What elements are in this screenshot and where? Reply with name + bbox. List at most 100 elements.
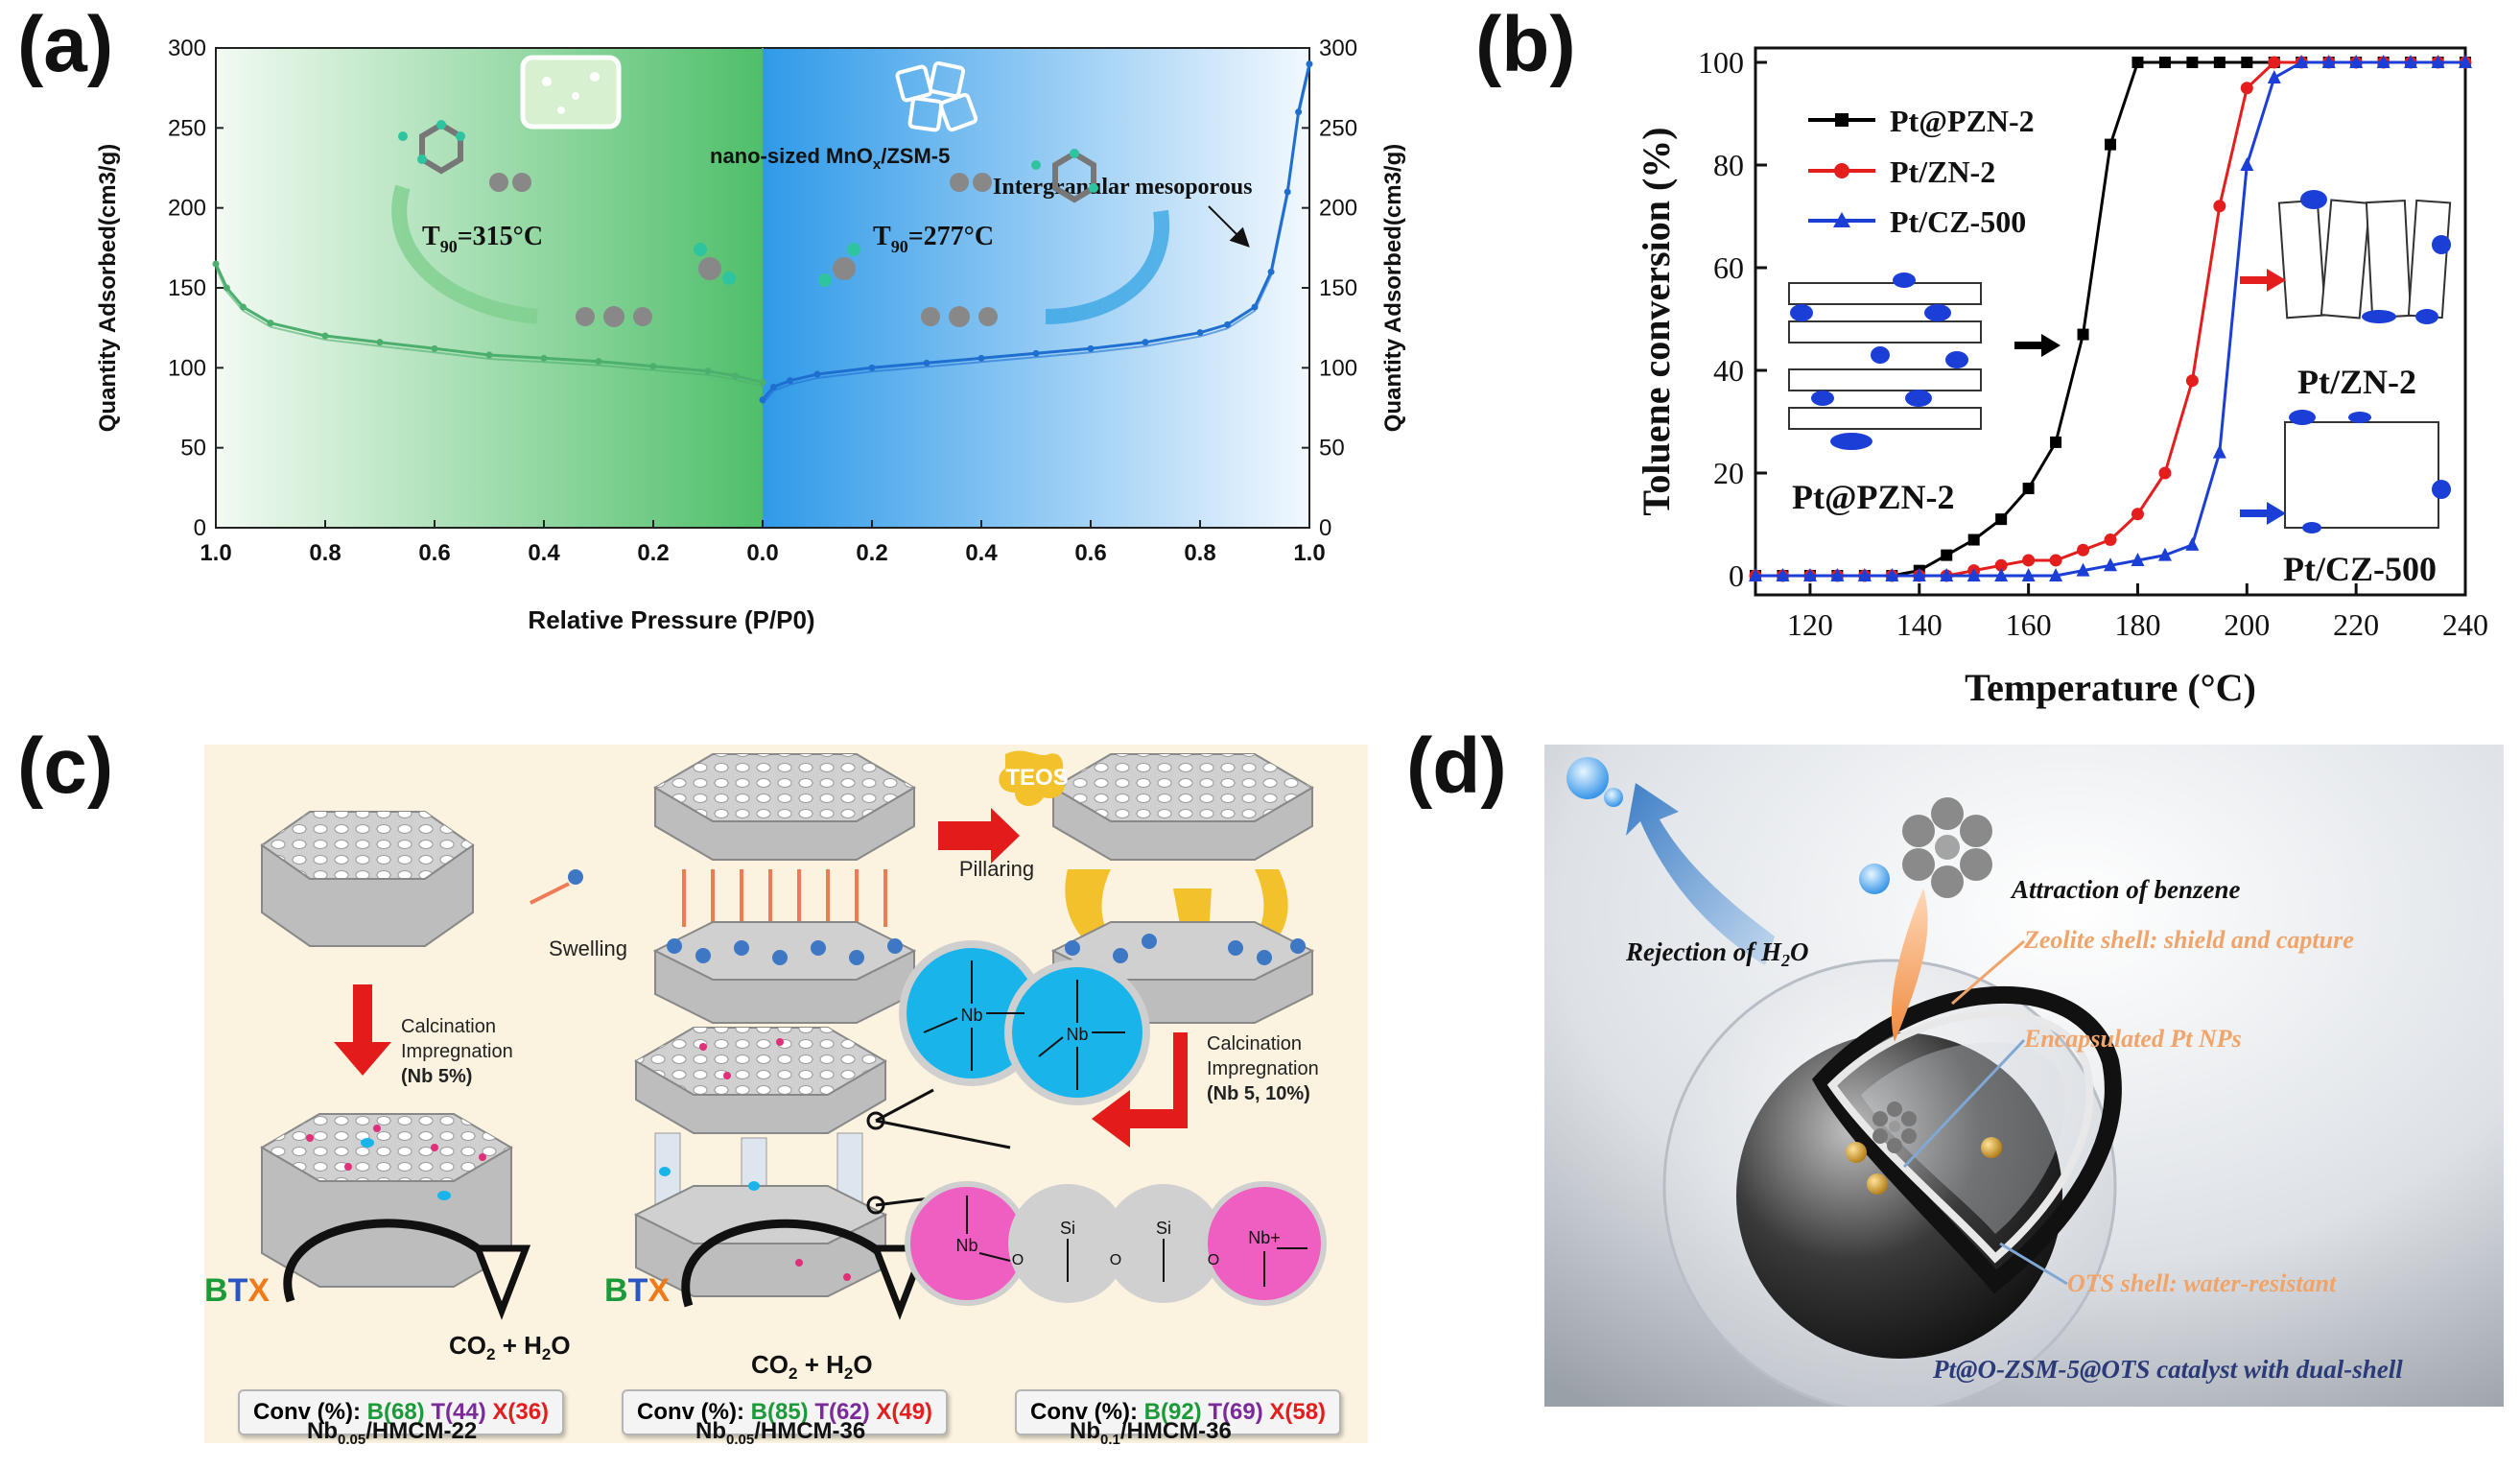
conv-box-2: Conv (%): B(85) T(62) X(49) (622, 1389, 949, 1435)
panel-b-chart: 120 140 160 180 200 220 240 0 20 40 60 80 100 Temper… (1635, 45, 2488, 709)
y-tick-left: 250 (168, 115, 206, 141)
isotherm-point (431, 344, 438, 352)
t90-right-label: T90=277°C (873, 222, 994, 256)
co2-h2o-middle: CO2 + H2O (751, 1350, 873, 1383)
isotherm-point (1306, 60, 1313, 68)
isotherm-point (212, 260, 220, 268)
legend-pt-pzn: Pt@PZN-2 (1890, 104, 2035, 138)
encapsulated-label: Encapsulated Pt NPs (2023, 1025, 2242, 1053)
data-point-circle (2185, 374, 2199, 388)
calc-left-line2: Impregnation (401, 1041, 513, 1062)
x-tick-left: 0.8 (309, 540, 341, 566)
t90-left-label: T90=315°C (422, 222, 543, 256)
zeolite-shell-label: Zeolite shell: shield and capture (2023, 926, 2354, 954)
co2-molecule-icon-right (921, 306, 998, 327)
benzene-inside-icon (1872, 1102, 1917, 1153)
y-tick-left: 0 (194, 515, 206, 541)
nb-si-chain-detail: Nb Si Si Nb+ O O O (905, 1181, 1327, 1306)
y-tick: 0 (1729, 558, 1744, 593)
inset-label-cz: Pt/CZ-500 (2283, 550, 2437, 588)
isotherm-point (759, 396, 766, 404)
rejection-label: Rejection of H2O (1625, 937, 1808, 970)
x-tick-left: 0.0 (746, 540, 778, 566)
isotherm-point (267, 320, 274, 327)
data-point-square (2241, 57, 2253, 68)
isotherm-point (1251, 303, 1259, 311)
water-droplet-mid-icon (1859, 864, 1890, 894)
zoom-marker-bottom (866, 1196, 885, 1215)
data-point-square (2022, 483, 2035, 495)
data-point-triangle (2131, 552, 2145, 566)
data-point-triangle (2021, 568, 2036, 581)
isotherm-point (1284, 188, 1291, 196)
isotherm-point (704, 367, 712, 375)
nb-plus-atom: Nb+ (1248, 1228, 1281, 1247)
panel-label-d: (d) (1406, 723, 1507, 810)
left-calcination-arrow (334, 984, 391, 1076)
isotherm-point (223, 284, 230, 292)
data-point-triangle (2267, 70, 2281, 84)
btx-middle: BTX (604, 1272, 670, 1309)
swelling-label: Swelling (549, 936, 627, 960)
data-point-square (2131, 57, 2144, 68)
calc-left-line1: Calcination (401, 1016, 496, 1037)
data-point-square (1967, 533, 1980, 546)
data-point-triangle (1912, 568, 1926, 581)
x-tick: 140 (1896, 607, 1943, 642)
panel-c-diagram: TEOS Pillaring Swelling Calcination Impr… (204, 745, 1368, 1443)
data-point-triangle (1967, 568, 1981, 581)
y-axis-label-left: Quantity Adsorbed(cm3/g) (96, 144, 121, 432)
isotherm-point (321, 332, 329, 340)
data-point-circle (2158, 466, 2172, 480)
data-point-triangle (1830, 568, 1845, 581)
desorption-line-1 (762, 67, 1310, 405)
data-point-square (2077, 328, 2089, 341)
x-tick-left: 0.6 (418, 540, 450, 566)
si-atom-1: Si (1060, 1219, 1075, 1238)
data-point-circle (2268, 56, 2281, 69)
isotherm-line-0 (214, 263, 764, 384)
pzn-inset-schematic (1788, 272, 1982, 450)
pillaring-label: Pillaring (959, 857, 1034, 881)
si-atom-2: Si (1156, 1219, 1171, 1238)
panel-label-a: (a) (17, 1, 114, 88)
data-point-triangle (1802, 568, 1817, 581)
water-droplet-small-icon (1604, 788, 1623, 807)
o-atom-2: O (1110, 1252, 1121, 1268)
x-tick: 240 (2442, 607, 2488, 642)
conv-box-1: Conv (%): B(68) T(44) X(36) (238, 1389, 565, 1435)
x-tick-right: 1.0 (1293, 540, 1325, 566)
legend-pt-zn: Pt/ZN-2 (1890, 154, 1995, 189)
pt-nanoparticles (1846, 1137, 2002, 1195)
data-point-triangle (1994, 568, 2009, 581)
x-tick: 180 (2114, 607, 2160, 642)
data-point-triangle (2431, 55, 2445, 68)
nb-mcm36-stack-icon (633, 1027, 888, 1297)
nb-atom-2: Nb (1066, 1025, 1088, 1044)
surfactant-arrow (530, 882, 570, 905)
isotherm-point (1196, 329, 1204, 337)
catalyst-caption-3: Nb0.1/HMCM-36 (1070, 1418, 1232, 1448)
data-point-triangle (2349, 55, 2364, 68)
mesoporous-arrow (1208, 205, 1250, 248)
y-tick-left: 300 (168, 36, 206, 61)
data-point-triangle (2459, 55, 2472, 68)
isotherm-point (1142, 339, 1149, 346)
isotherm-point (732, 372, 739, 380)
y-tick: 60 (1713, 250, 1744, 285)
y-tick-right: 100 (1319, 355, 1357, 381)
desorption-line-0 (215, 267, 764, 388)
x-tick-right: 0.2 (856, 540, 887, 566)
data-point-triangle (2321, 55, 2336, 68)
mcm22-stack-icon (260, 811, 475, 947)
ots-shell-pointer (1999, 1242, 2068, 1286)
data-point-square (1995, 513, 2008, 526)
left-green-background (216, 48, 763, 528)
toluene-molecule-icon-right (1031, 149, 1098, 203)
zeolite-shell-outer (1811, 985, 2122, 1294)
water-droplet-large-icon (1566, 757, 1609, 799)
isotherm-point (376, 339, 384, 346)
conv-box-3: Conv (%): B(92) T(69) X(58) (1015, 1389, 1342, 1435)
h2o-molecule-icon-left (694, 243, 736, 285)
catalyst-caption-1: Nb0.05/HMCM-22 (307, 1418, 478, 1448)
